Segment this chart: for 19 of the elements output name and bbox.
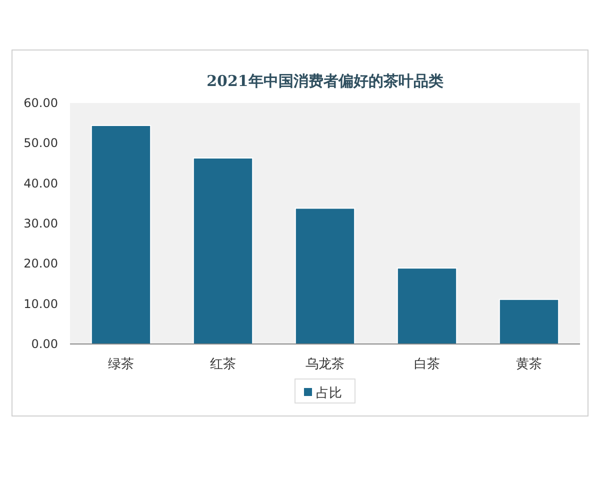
bar (396, 268, 458, 344)
legend-label: 占比 (316, 386, 342, 401)
x-tick-label: 乌龙茶 (306, 357, 344, 372)
bar (294, 208, 356, 344)
bar (90, 124, 152, 344)
y-tick-label: 60.00 (24, 96, 58, 110)
y-tick-label: 50.00 (24, 136, 58, 150)
x-tick-label: 红茶 (210, 357, 236, 372)
x-tick-label: 白茶 (414, 357, 440, 372)
x-tick-label: 黄茶 (516, 357, 542, 372)
y-tick-label: 20.00 (24, 256, 58, 271)
bar (498, 298, 560, 344)
y-tick-label: 0.00 (31, 337, 58, 351)
bar (192, 158, 254, 344)
y-tick-label: 10.00 (24, 296, 58, 311)
y-tick-label: 40.00 (24, 176, 58, 190)
y-tick-label: 30.00 (24, 216, 58, 230)
x-tick-label: 绿茶 (108, 357, 134, 372)
chart-title: 2021年中国消费者偏好的茶叶品类 (206, 72, 444, 90)
